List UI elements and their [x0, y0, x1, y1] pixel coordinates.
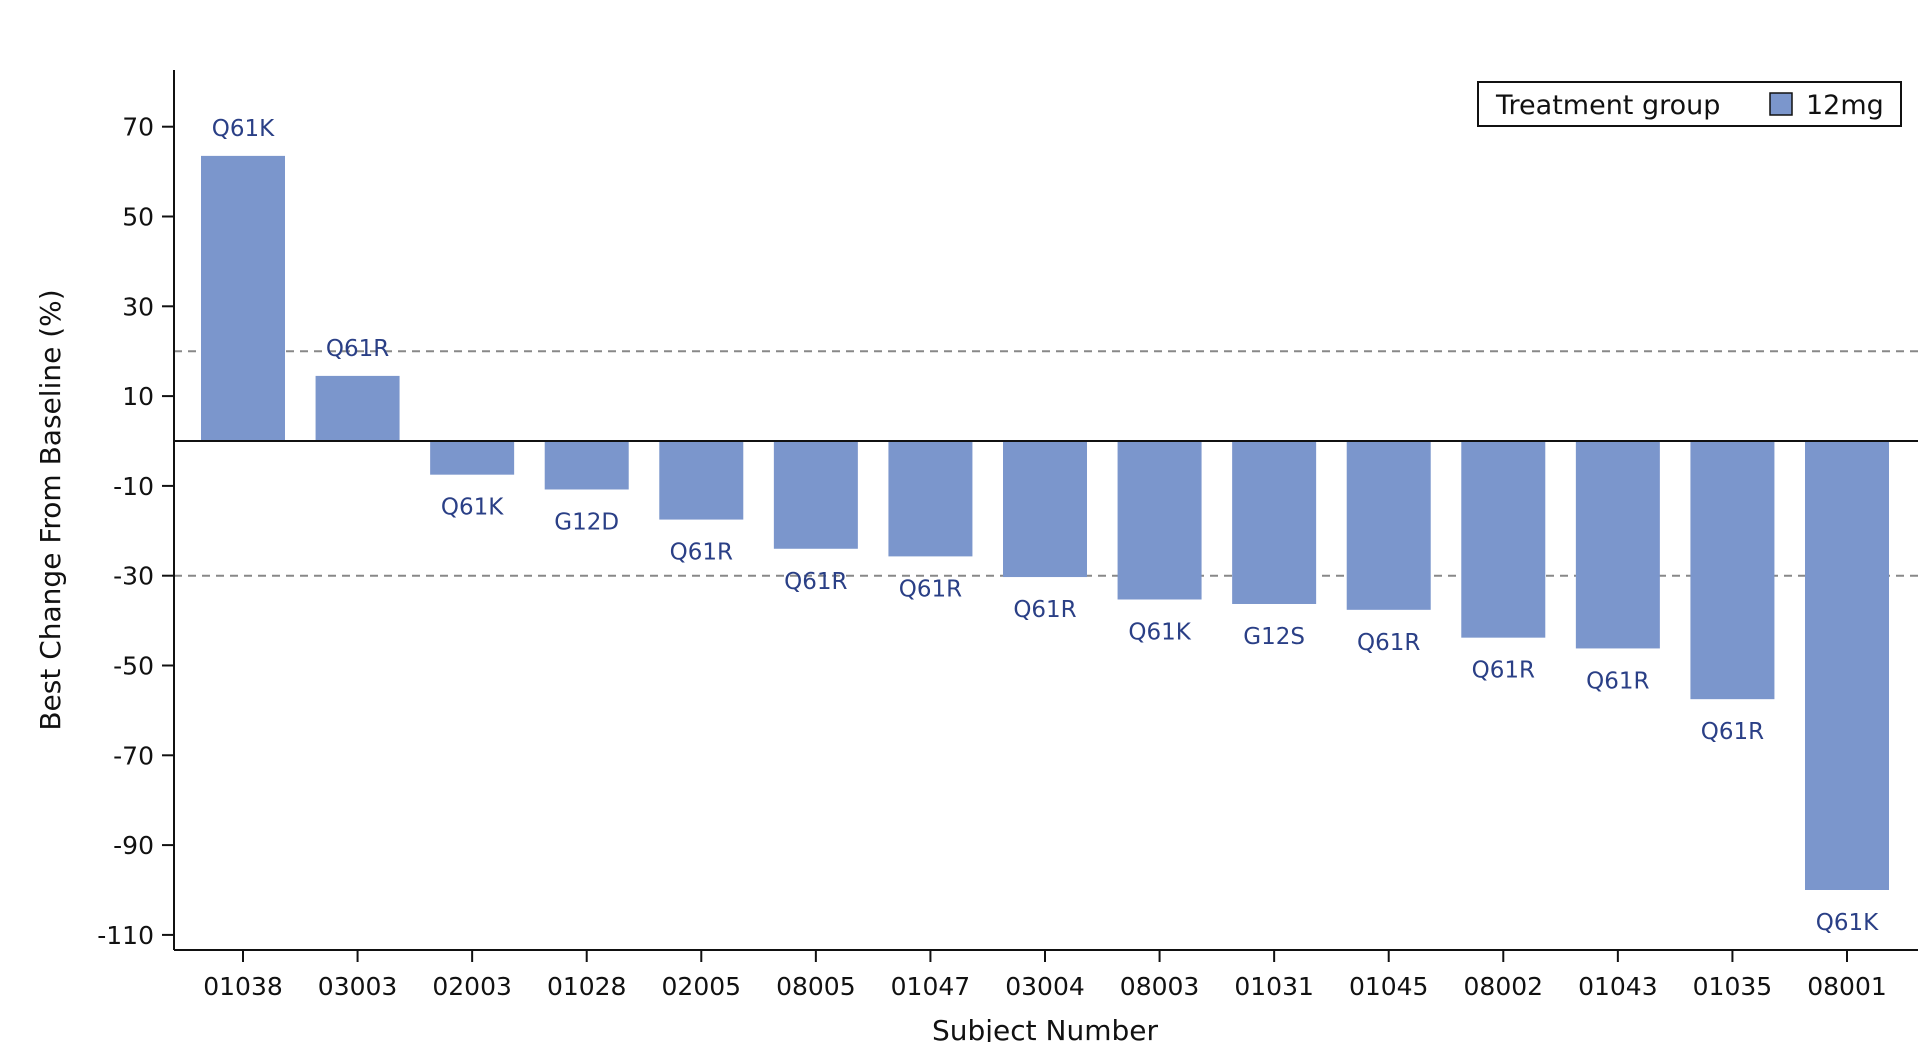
x-tick-label-03003: 03003	[318, 972, 398, 1001]
x-axis-ticks: 01038 03003 02003 01028 02005 08005 01047 03004…	[203, 950, 1887, 1001]
y-tick-label: 50	[122, 203, 154, 232]
x-tick-label-08002: 08002	[1464, 972, 1544, 1001]
bar-01045	[1346, 441, 1431, 610]
legend-swatch-12mg	[1769, 92, 1793, 116]
bar-01038	[201, 155, 285, 441]
bar-label-08002: Q61R	[1472, 658, 1535, 684]
bar-01028	[544, 441, 629, 490]
y-axis-ticks: 70 50 30 10 -10 -30 -50 -70 -90 -110	[97, 113, 174, 950]
x-tick-label-01031: 01031	[1234, 972, 1314, 1001]
bar-label-01031: G12S	[1243, 624, 1305, 650]
y-tick-label: 30	[122, 292, 154, 321]
bar-label-02003: Q61K	[441, 495, 504, 521]
bar-03004	[1003, 441, 1087, 578]
y-tick-label: -10	[113, 472, 154, 501]
bar-01047	[888, 441, 973, 557]
x-tick-label-08001: 08001	[1807, 972, 1887, 1001]
x-tick-label-01043: 01043	[1578, 972, 1658, 1001]
bar-01035	[1690, 441, 1775, 700]
bar-08005	[773, 441, 858, 549]
bar-08002	[1461, 441, 1546, 638]
bar-02003	[430, 441, 515, 475]
y-axis-title: Best Change From Baseline (%)	[34, 289, 67, 730]
y-tick-label: -110	[97, 921, 154, 950]
bar-label-01028: G12D	[554, 509, 619, 535]
bar-label-03003: Q61R	[326, 336, 389, 362]
bar-label-08001: Q61K	[1816, 910, 1879, 936]
bar-08003	[1117, 441, 1202, 600]
x-tick-label-01047: 01047	[891, 972, 971, 1001]
x-tick-label-01038: 01038	[203, 972, 283, 1001]
legend-box	[1477, 81, 1902, 127]
x-tick-label-02005: 02005	[662, 972, 742, 1001]
legend: Treatment group 12mg	[1477, 81, 1902, 127]
bar-01031	[1232, 441, 1317, 604]
x-tick-label-08003: 08003	[1120, 972, 1200, 1001]
bar-label-08005: Q61R	[784, 569, 847, 595]
bar-label-01038: Q61K	[212, 116, 275, 142]
bar-08001	[1805, 441, 1889, 890]
bar-01043	[1575, 441, 1660, 649]
x-tick-label-08005: 08005	[776, 972, 856, 1001]
x-axis-title: Subject Number	[932, 1014, 1159, 1042]
bar-label-01035: Q61R	[1701, 719, 1764, 745]
bar-label-01043: Q61R	[1586, 668, 1649, 694]
y-tick-label: 70	[122, 113, 154, 142]
bar-02005	[659, 441, 744, 520]
y-tick-label: -70	[113, 741, 154, 770]
bar-label-01045: Q61R	[1357, 630, 1420, 656]
bar-label-03004: Q61R	[1013, 597, 1076, 623]
bar-label-01047: Q61R	[899, 576, 962, 602]
y-tick-label: 10	[122, 382, 154, 411]
bar-label-02005: Q61R	[670, 540, 733, 566]
y-tick-label: -50	[113, 652, 154, 681]
x-tick-label-02003: 02003	[432, 972, 512, 1001]
legend-entry-label: 12mg	[1806, 90, 1884, 121]
x-tick-label-03004: 03004	[1005, 972, 1085, 1001]
legend-title: Treatment group	[1495, 90, 1720, 121]
bars	[201, 155, 1889, 890]
x-tick-label-01035: 01035	[1693, 972, 1773, 1001]
y-tick-label: -90	[113, 831, 154, 860]
x-tick-label-01028: 01028	[547, 972, 627, 1001]
x-tick-label-01045: 01045	[1349, 972, 1429, 1001]
y-tick-label: -30	[113, 562, 154, 591]
bar-03003	[315, 375, 400, 441]
bar-label-08003: Q61K	[1128, 619, 1191, 645]
bar-labels: Q61K Q61R Q61K G12D Q61R Q61R Q61R Q61R Q61K G12S…	[212, 116, 1879, 936]
